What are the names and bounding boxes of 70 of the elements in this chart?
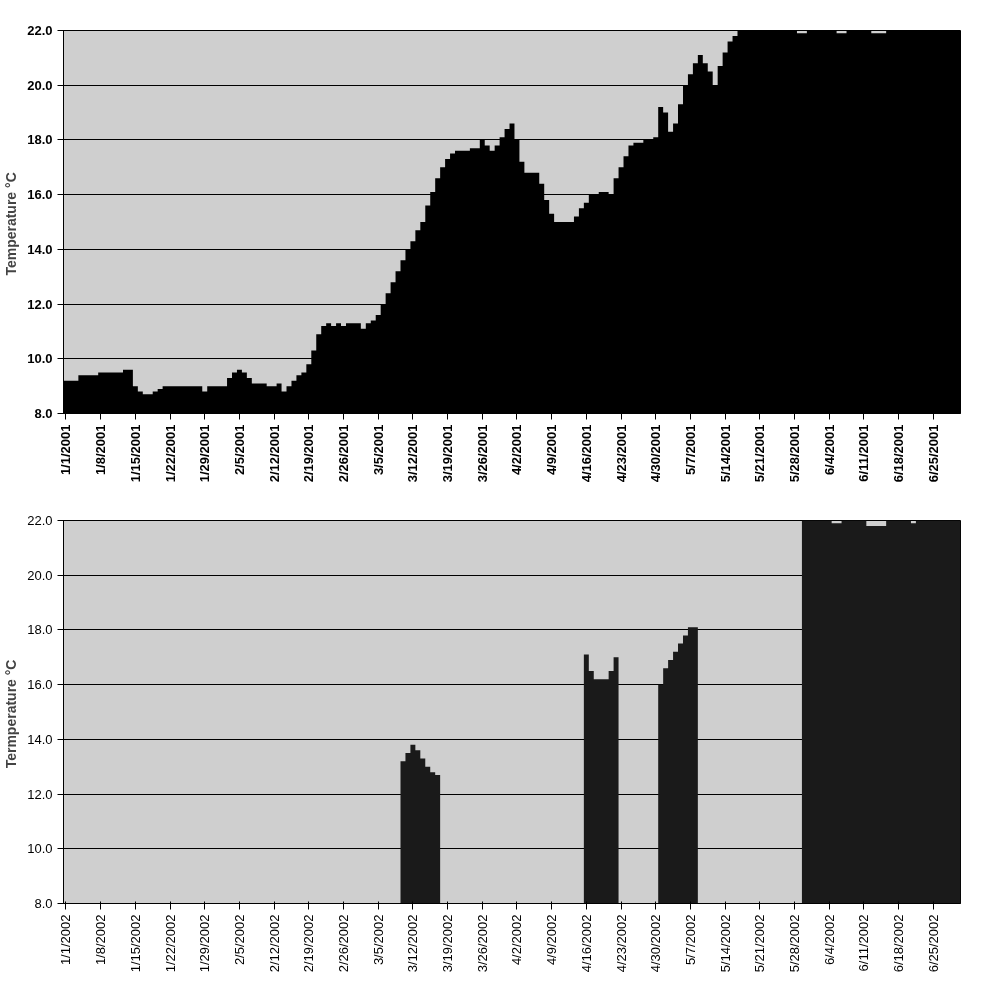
x-tick-label: 4/2/2002 (509, 914, 525, 966)
x-tick-label: 5/21/2002 (752, 914, 768, 973)
x-tick-label: 6/4/2001 (821, 424, 837, 476)
x-tick-label: 6/18/2002 (891, 914, 907, 973)
x-tick-label: 1/8/2001 (93, 424, 109, 476)
y-tick-label: 20.0 (27, 567, 53, 583)
y-tick-label: 10.0 (27, 841, 53, 857)
y-axis-title: Termperature °C (3, 659, 20, 769)
y-tick-label: 8.0 (34, 406, 53, 421)
y-tick-label: 18.0 (27, 622, 53, 638)
x-tick-label: 3/26/2001 (474, 424, 490, 483)
x-tick-label: 1/8/2002 (93, 914, 109, 966)
x-tick-label: 6/25/2002 (925, 914, 941, 973)
y-axis-title: Temperature °C (3, 172, 20, 276)
x-tick-label: 1/29/2002 (197, 914, 213, 973)
x-tick-label: 2/5/2002 (231, 914, 247, 966)
x-tick-label: 1/15/2001 (127, 424, 143, 483)
x-tick-label: 4/16/2002 (578, 914, 594, 973)
y-tick-label: 22.0 (27, 513, 53, 528)
x-tick-label: 2/19/2002 (301, 914, 317, 973)
x-tick-label: 5/28/2002 (786, 914, 802, 973)
x-tick-label: 4/23/2002 (613, 914, 629, 973)
x-tick-label: 3/26/2002 (474, 914, 490, 973)
y-tick-label: 22.0 (27, 23, 53, 38)
y-tick-label: 12.0 (27, 296, 53, 312)
x-tick-label: 4/9/2002 (544, 914, 560, 966)
x-tick-label: 5/7/2002 (682, 914, 698, 966)
x-tick-label: 5/14/2001 (717, 424, 733, 483)
y-tick-label: 14.0 (27, 241, 53, 257)
y-tick-label: 18.0 (27, 132, 53, 148)
y-tick-label: 16.0 (27, 677, 53, 693)
x-tick-label: 1/1/2001 (58, 424, 74, 476)
x-tick-label: 5/21/2001 (752, 424, 768, 483)
x-tick-label: 4/16/2001 (578, 424, 594, 483)
x-tick-label: 1/22/2001 (162, 424, 178, 483)
x-tick-label: 5/28/2001 (786, 424, 802, 483)
x-tick-label: 3/19/2001 (440, 424, 456, 483)
x-tick-label: 6/4/2002 (821, 914, 837, 966)
x-tick-label: 1/29/2001 (197, 424, 213, 483)
x-tick-label: 5/7/2001 (682, 424, 698, 476)
y-tick-label: 8.0 (34, 896, 53, 911)
y-tick-label: 12.0 (27, 786, 53, 802)
x-tick-label: 6/11/2002 (856, 914, 872, 972)
x-tick-label: 3/12/2001 (405, 424, 421, 483)
x-tick-label: 1/22/2002 (162, 914, 178, 973)
x-tick-label: 2/12/2001 (266, 424, 282, 483)
y-tick-label: 20.0 (27, 77, 53, 93)
x-tick-label: 5/14/2002 (717, 914, 733, 973)
x-tick-label: 2/26/2002 (336, 914, 351, 973)
x-tick-label: 2/26/2001 (336, 424, 351, 483)
x-tick-label: 2/19/2001 (301, 424, 317, 483)
x-tick-label: 6/18/2001 (891, 424, 907, 483)
y-tick-label: 16.0 (27, 187, 53, 203)
x-tick-label: 3/12/2002 (405, 914, 421, 973)
x-tick-label: 6/25/2001 (925, 424, 941, 483)
x-tick-label: 3/19/2002 (440, 914, 456, 973)
y-tick-label: 14.0 (27, 731, 53, 747)
x-tick-label: 4/23/2001 (613, 424, 629, 483)
x-tick-label: 4/2/2001 (509, 424, 525, 476)
x-tick-label: 6/11/2001 (856, 424, 872, 482)
y-tick-label: 10.0 (27, 351, 53, 367)
x-tick-label: 4/9/2001 (544, 424, 560, 476)
x-tick-label: 3/5/2002 (370, 914, 386, 966)
x-tick-label: 1/15/2002 (127, 914, 143, 973)
x-tick-label: 2/5/2001 (231, 424, 247, 476)
x-tick-label: 4/30/2001 (648, 424, 664, 483)
x-tick-label: 4/30/2002 (648, 914, 664, 973)
x-tick-label: 1/1/2002 (58, 914, 74, 966)
x-tick-label: 3/5/2001 (370, 424, 386, 476)
x-tick-label: 2/12/2002 (266, 914, 282, 973)
